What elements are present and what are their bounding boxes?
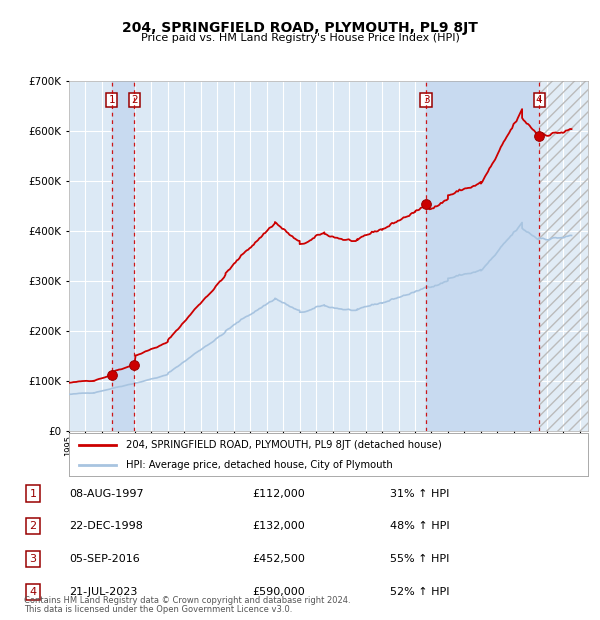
Text: 2: 2: [29, 521, 37, 531]
Text: 22-DEC-1998: 22-DEC-1998: [69, 521, 143, 531]
Text: £452,500: £452,500: [252, 554, 305, 564]
Text: 08-AUG-1997: 08-AUG-1997: [69, 489, 143, 498]
Text: 31% ↑ HPI: 31% ↑ HPI: [390, 489, 449, 498]
Text: 204, SPRINGFIELD ROAD, PLYMOUTH, PL9 8JT (detached house): 204, SPRINGFIELD ROAD, PLYMOUTH, PL9 8JT…: [126, 440, 442, 450]
Bar: [426, 81, 539, 431]
Text: £132,000: £132,000: [252, 521, 305, 531]
Text: Price paid vs. HM Land Registry's House Price Index (HPI): Price paid vs. HM Land Registry's House …: [140, 33, 460, 43]
Text: 4: 4: [29, 587, 37, 597]
Text: £590,000: £590,000: [252, 587, 305, 597]
Text: This data is licensed under the Open Government Licence v3.0.: This data is licensed under the Open Gov…: [24, 604, 292, 614]
Text: 4: 4: [536, 95, 542, 105]
Text: 3: 3: [29, 554, 37, 564]
Text: 1: 1: [29, 489, 37, 498]
Text: £112,000: £112,000: [252, 489, 305, 498]
Text: 05-SEP-2016: 05-SEP-2016: [69, 554, 140, 564]
Bar: [539, 81, 588, 431]
Text: 204, SPRINGFIELD ROAD, PLYMOUTH, PL9 8JT: 204, SPRINGFIELD ROAD, PLYMOUTH, PL9 8JT: [122, 21, 478, 35]
Text: 48% ↑ HPI: 48% ↑ HPI: [390, 521, 449, 531]
Text: 2: 2: [131, 95, 138, 105]
Text: 21-JUL-2023: 21-JUL-2023: [69, 587, 137, 597]
Text: 1: 1: [109, 95, 115, 105]
Text: HPI: Average price, detached house, City of Plymouth: HPI: Average price, detached house, City…: [126, 460, 393, 470]
Text: 55% ↑ HPI: 55% ↑ HPI: [390, 554, 449, 564]
Bar: [539, 81, 588, 431]
Text: 3: 3: [423, 95, 430, 105]
Text: 52% ↑ HPI: 52% ↑ HPI: [390, 587, 449, 597]
Bar: [112, 81, 134, 431]
Text: Contains HM Land Registry data © Crown copyright and database right 2024.: Contains HM Land Registry data © Crown c…: [24, 596, 350, 605]
